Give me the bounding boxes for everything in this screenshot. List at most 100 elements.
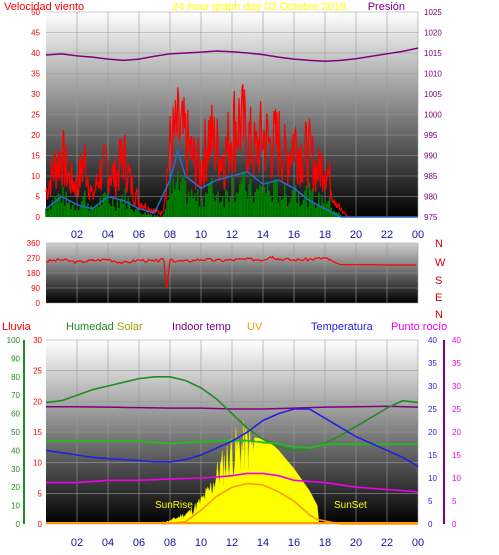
tick-label-hour: 22: [381, 537, 393, 549]
tick-label-hour: 10: [195, 537, 207, 549]
tick-label-humidity: 40: [11, 446, 20, 455]
tick-label-rain: 15: [33, 428, 42, 437]
tick-label-wind: 35: [31, 70, 40, 79]
tick-label-pressure: 1025: [424, 8, 442, 17]
temp-solar-series: [45, 375, 419, 525]
tick-label-direction: 90: [31, 284, 40, 293]
solar-label: Solar: [117, 321, 143, 333]
tick-label-temperature: 0: [428, 520, 433, 529]
tick-label-humidity: 30: [11, 465, 20, 474]
compass-s: S: [435, 275, 442, 287]
tick-label-pressure: 1010: [424, 70, 442, 79]
tick-label-rain: 10: [33, 459, 42, 468]
temperature-label: Temperatura: [311, 321, 374, 333]
tick-label-direction: 180: [27, 269, 41, 278]
tick-label-humidity: 100: [7, 336, 21, 345]
dewpoint-line: [46, 472, 419, 493]
chart-title: 24 hour graph day 03 Octubre 2019: [172, 1, 346, 13]
tick-label-hour: 18: [319, 537, 331, 549]
tick-label-temperature: 30: [428, 382, 437, 391]
tick-label-rain: 30: [33, 336, 42, 345]
tick-label-hour: 08: [164, 537, 176, 549]
tick-label-pressure: 995: [424, 131, 438, 140]
wind-speed-line: [45, 84, 418, 218]
sunset-annotation: SunSet: [334, 500, 367, 511]
humidity-label: Humedad: [66, 321, 114, 333]
tick-label-hour: 12: [226, 537, 238, 549]
tick-label-hour: 04: [102, 537, 114, 549]
tick-label-wind: 40: [31, 49, 40, 58]
tick-label-hour: 20: [350, 537, 362, 549]
tick-label-hour: 02: [71, 537, 83, 549]
tick-label-wind: 5: [36, 193, 41, 202]
tick-label-hour: 14: [257, 537, 269, 549]
tick-label-hour: 18: [319, 229, 331, 241]
wind-speed-axis-title: Velocidad viento: [4, 1, 84, 13]
uv-label: UV: [247, 321, 263, 333]
tick-label-wind: 30: [31, 90, 40, 99]
tick-label-pressure: 985: [424, 172, 438, 181]
tick-label-direction: 360: [27, 239, 41, 248]
tick-label-humidity: 70: [11, 391, 20, 400]
tick-label-temperature: 10: [428, 474, 437, 483]
tick-label-pressure: 1000: [424, 111, 442, 120]
dewpoint-label: Punto rocío: [391, 321, 447, 333]
tick-label-humidity: 90: [11, 354, 20, 363]
tick-label-wind: 0: [36, 213, 41, 222]
tick-label-rain: 0: [38, 520, 43, 529]
tick-label-pressure: 1020: [424, 29, 442, 38]
tick-label-hour: 08: [164, 229, 176, 241]
tick-label-wind: 10: [31, 172, 40, 181]
tick-label-hour: 04: [102, 229, 114, 241]
compass-e: E: [435, 292, 442, 304]
wind-direction-line: [45, 255, 417, 289]
tick-label-wind: 45: [31, 29, 40, 38]
wind-pressure-series: [45, 47, 419, 218]
tick-label-wind: 20: [31, 131, 40, 140]
wind-direction-axes: 0 90 180 270 360: [27, 239, 41, 308]
tick-label-hour: 00: [412, 537, 424, 549]
tick-label-rain: 20: [33, 397, 42, 406]
tick-label-temperature: 5: [428, 497, 433, 506]
rain-label: Lluvia: [2, 321, 32, 333]
outdoor-pressure-line: [46, 405, 419, 410]
tick-label-humidity: 50: [11, 428, 20, 437]
compass-w: W: [435, 257, 446, 269]
pressure-line: [45, 47, 419, 62]
tick-label-pressure: 1015: [424, 49, 442, 58]
tick-label-humidity: 20: [11, 483, 20, 492]
tick-label-pressure: 980: [424, 193, 438, 202]
tick-label-dewpoint: 35: [452, 359, 461, 368]
tick-label-hour: 02: [71, 229, 83, 241]
tick-label-temperature: 25: [428, 405, 437, 414]
average-wind-line: [45, 148, 418, 218]
tick-label-hour: 20: [350, 229, 362, 241]
wind-direction-series: [45, 255, 417, 289]
tick-label-humidity: 80: [11, 373, 20, 382]
temperature-line: [45, 408, 419, 468]
tick-label-temperature: 20: [428, 428, 437, 437]
tick-label-hour: 10: [195, 229, 207, 241]
tick-label-temperature: 40: [428, 336, 437, 345]
tick-label-hour: 14: [257, 229, 269, 241]
tick-label-hour: 12: [226, 229, 238, 241]
tick-label-dewpoint: 25: [452, 405, 461, 414]
tick-label-pressure: 975: [424, 213, 438, 222]
humidity-line: [45, 375, 419, 452]
tick-label-pressure: 1005: [424, 90, 442, 99]
tick-label-rain: 25: [33, 367, 42, 376]
compass-n: N: [435, 309, 443, 321]
sunrise-annotation: SunRise: [155, 500, 193, 511]
pressure-axis-title: Presión: [368, 1, 405, 13]
wind-pressure-axes: 0510152025303540455097598098599099510001…: [31, 8, 442, 241]
tick-label-hour: 06: [133, 537, 145, 549]
tick-label-dewpoint: 30: [452, 382, 461, 391]
tick-label-hour: 16: [288, 537, 300, 549]
tick-label-humidity: 0: [16, 520, 21, 529]
tick-label-dewpoint: 15: [452, 451, 461, 460]
tick-label-dewpoint: 10: [452, 474, 461, 483]
tick-label-humidity: 60: [11, 410, 20, 419]
tick-label-wind: 15: [31, 152, 40, 161]
tick-label-rain: 5: [38, 489, 43, 498]
